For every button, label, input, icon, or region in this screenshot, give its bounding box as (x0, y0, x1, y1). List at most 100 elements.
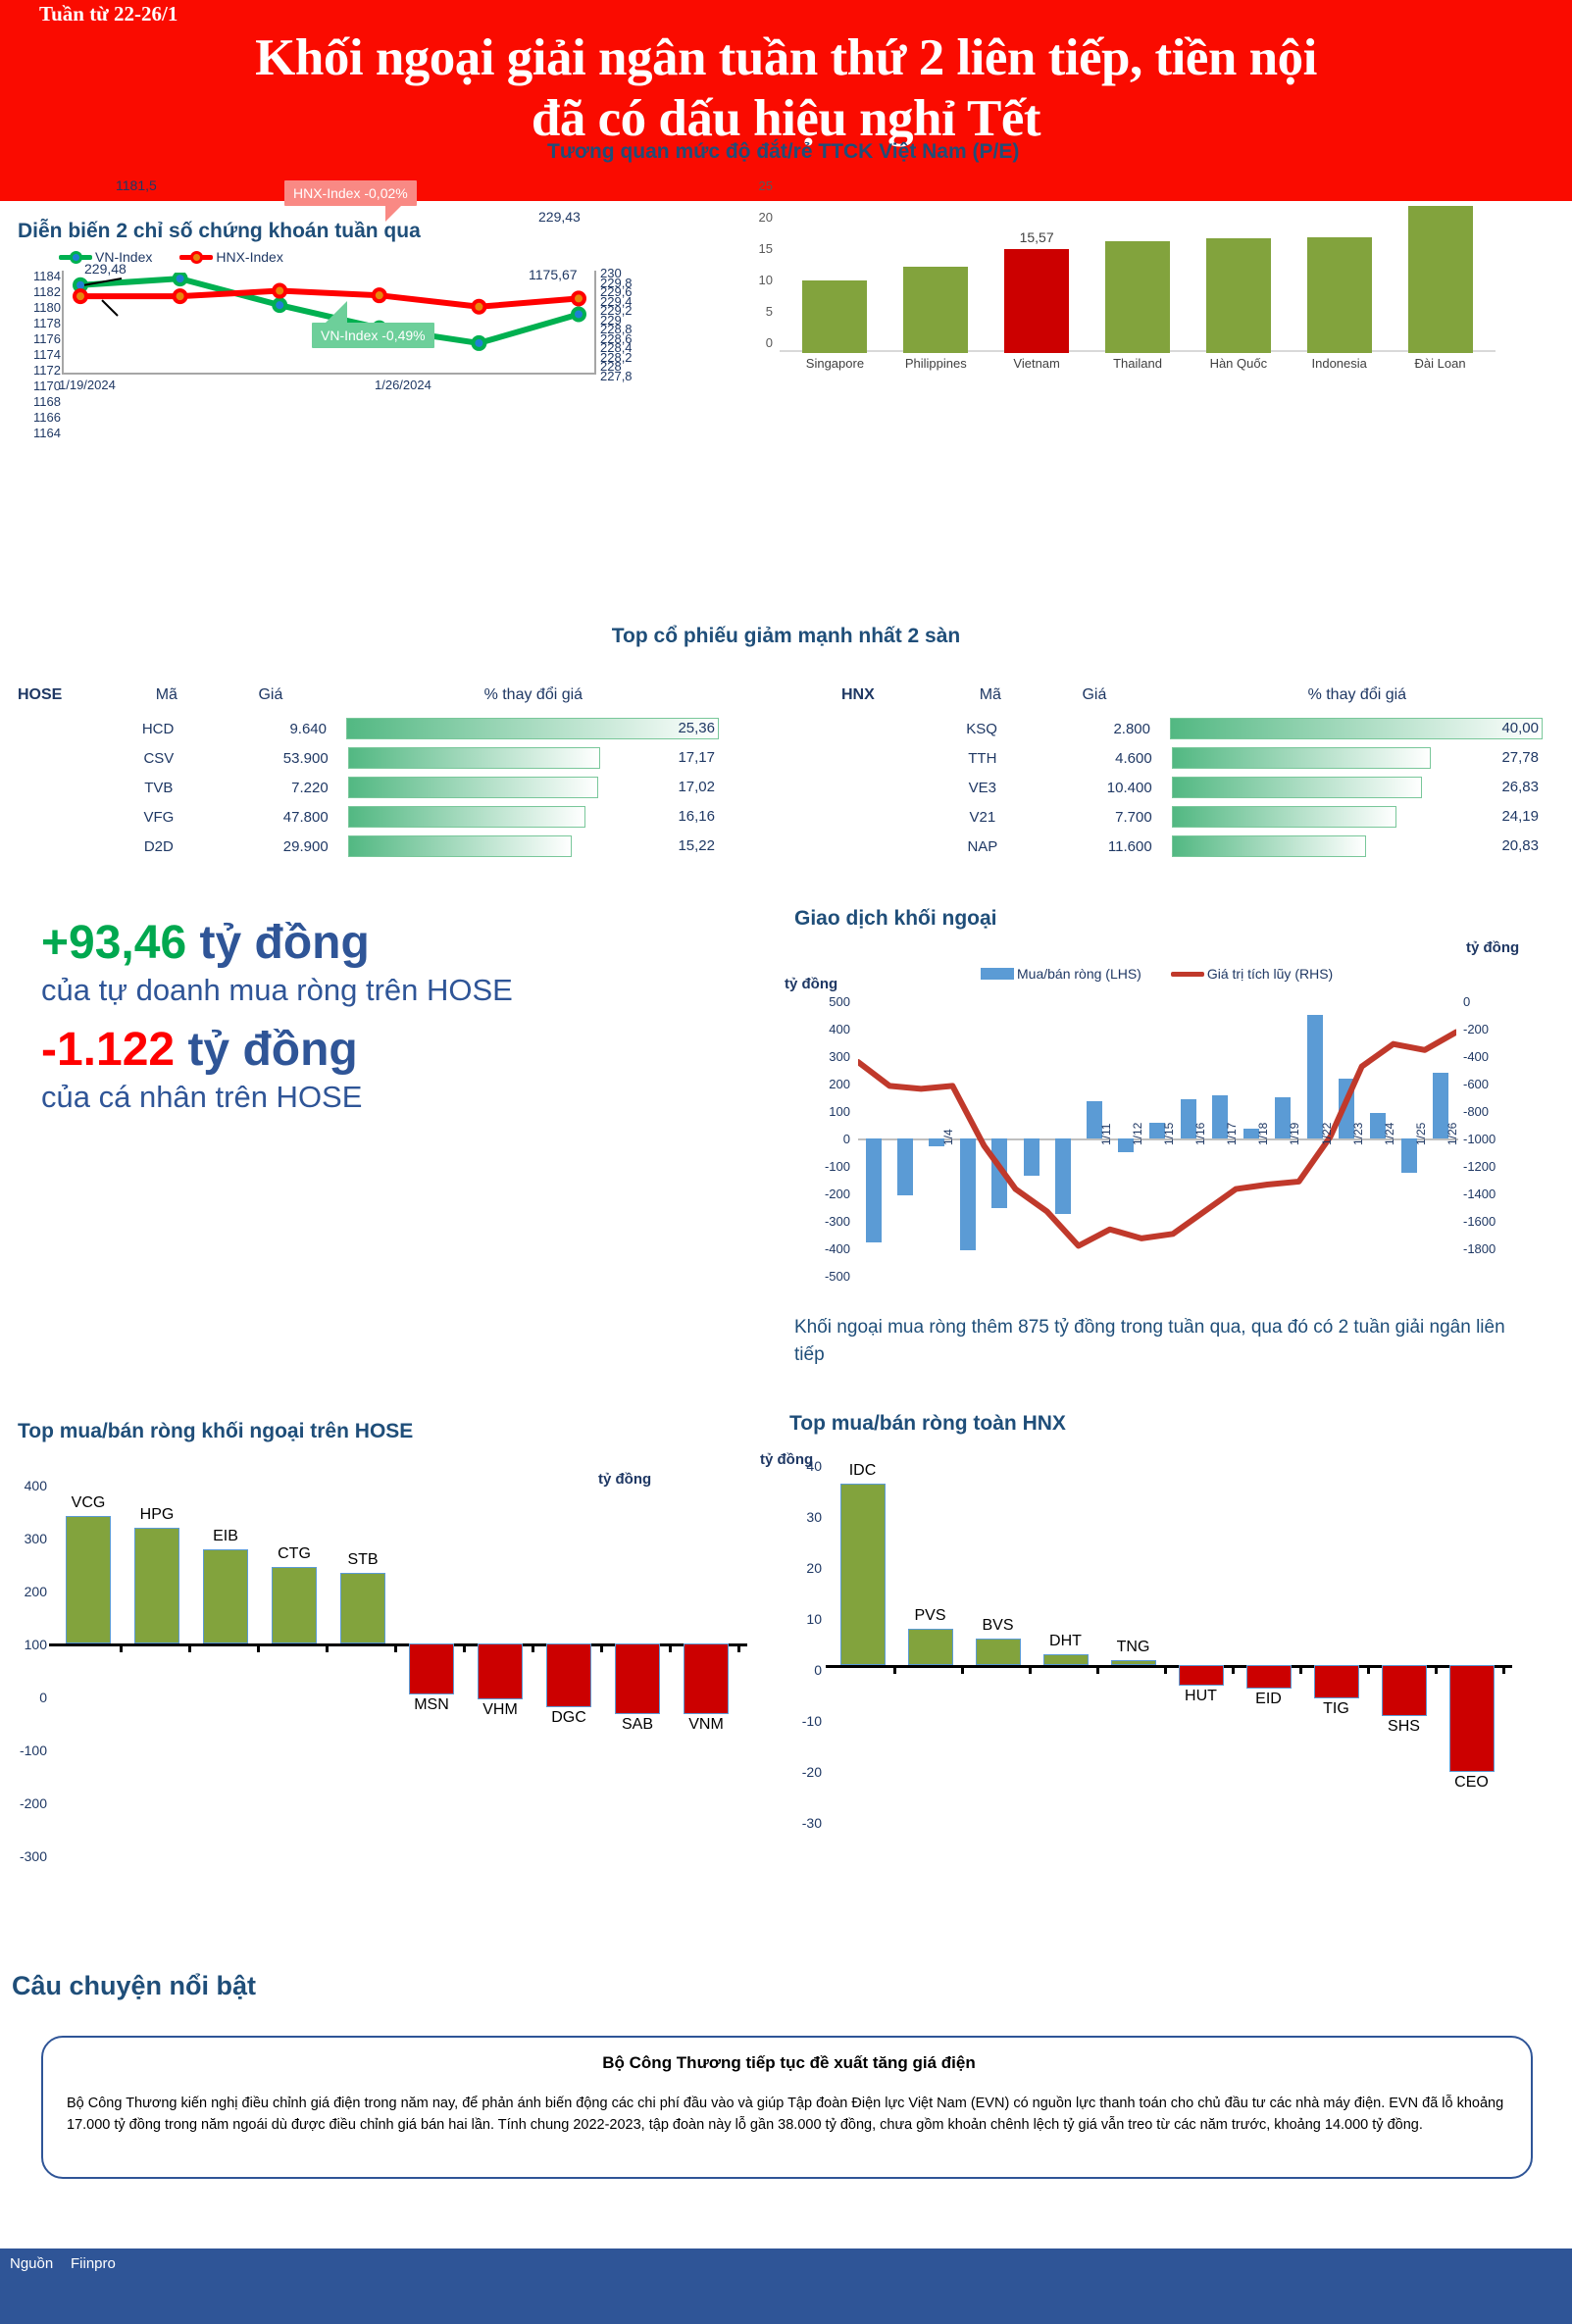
hose-net-xtick (326, 1643, 329, 1652)
line-chart-ytick-left: 1176 (33, 331, 61, 346)
pe-bar-column (886, 186, 987, 353)
foreign-chart-xtick: 1/23 (1350, 1122, 1365, 1145)
cell-price: 9.640 (289, 720, 327, 737)
cell-price: 53.900 (282, 749, 329, 767)
foreign-chart-title: Giao dịch khối ngoại (794, 907, 997, 930)
foreign-chart-ytick-right: -1600 (1463, 1214, 1496, 1229)
line-chart-ytick-left: 1184 (33, 269, 61, 283)
table-header-row: HOSE Mã Giá % thay đổi giá (18, 686, 719, 714)
cell-pct: 17,17 (678, 749, 715, 766)
hnx-net-bar (839, 1483, 886, 1665)
line-chart-ytick-right: 229,6 (600, 284, 633, 299)
story-headline: Bộ Công Thương tiếp tục đề xuất tăng giá… (602, 2053, 976, 2072)
header-banner: Tuần từ 22-26/1 Khối ngoại giải ngân tuầ… (0, 0, 1572, 201)
foreign-chart-ytick-right: -800 (1463, 1104, 1490, 1119)
table-row[interactable]: NAP 11.600 20,83 (841, 832, 1543, 861)
table-row[interactable]: V21 7.700 24,19 (841, 802, 1543, 832)
foreign-net-bar (1023, 1138, 1040, 1176)
foreign-net-bar (1086, 1101, 1102, 1138)
story-section-title: Câu chuyện nổi bật (12, 1971, 257, 2000)
table-row[interactable]: KSQ 2.800 40,00 (841, 714, 1543, 743)
foreign-chart-xtick: 1/12 (1130, 1122, 1144, 1145)
foreign-net-bar (1054, 1138, 1071, 1215)
footer-source-label: Nguồn (10, 2255, 54, 2272)
hnx-net-xtick (1502, 1665, 1505, 1674)
line-chart-ytick-right: 229,2 (600, 303, 633, 318)
line-chart-legend: VN-Index HNX-Index (59, 248, 283, 266)
foreign-chart-xtick: 1/26 (1445, 1122, 1459, 1145)
table-row[interactable]: D2D 29.900 15,22 (18, 832, 719, 861)
cell-bar: 27,78 (1171, 747, 1543, 769)
foreign-chart-xtick: 1/22 (1319, 1122, 1334, 1145)
hnx-net-bar (1245, 1665, 1292, 1689)
hose-net-bar (340, 1573, 385, 1643)
pe-bar-column (1390, 186, 1491, 353)
foreign-net-bar (1181, 1098, 1197, 1138)
line-chart-ytick-right: 228,6 (600, 330, 633, 346)
pe-category-label: Singapore (805, 356, 865, 371)
pe-bar-column (1188, 186, 1289, 353)
foreign-net-bar (1369, 1112, 1386, 1138)
hose-net-xtick (257, 1643, 260, 1652)
line-chart-ytick-right: 228,8 (600, 322, 633, 336)
bignum-sub-2: của cá nhân trên HOSE (41, 1079, 363, 1114)
cell-code: D2D (143, 837, 174, 855)
line-chart-ytick-right: 230 (600, 266, 622, 280)
hose-net-bar (272, 1567, 317, 1643)
hnx-net-xtick (1029, 1665, 1032, 1674)
foreign-net-bar (1432, 1072, 1448, 1138)
line-chart-ytick-left: 1166 (33, 410, 61, 425)
foreign-chart-xtick: 1/18 (1256, 1122, 1271, 1145)
hose-net-chart-unit: tỷ đồng (598, 1471, 652, 1488)
table-row[interactable]: TTH 4.600 27,78 (841, 743, 1543, 773)
table-row[interactable]: HCD 9.640 25,36 (18, 714, 719, 743)
foreign-chart-ytick-left: 300 (829, 1049, 850, 1064)
cell-bar: 17,02 (347, 777, 719, 798)
line-chart-ytick-right: 229,8 (600, 275, 633, 290)
line-chart-label-vn-first: 1181,5 (116, 177, 157, 193)
pct-bar (347, 806, 585, 828)
hnx-net-ytick: -10 (801, 1713, 822, 1729)
cell-pct: 16,16 (678, 808, 715, 825)
cell-bar: 17,17 (347, 747, 719, 769)
pe-category-label: Vietnam (1013, 356, 1060, 371)
pe-chart-ytick: 5 (765, 304, 773, 319)
foreign-chart-ytick-right: -600 (1463, 1077, 1490, 1091)
pe-bar-column: 15,57 (987, 186, 1088, 353)
hnx-net-ytick: -20 (801, 1764, 822, 1780)
cell-price: 47.800 (282, 808, 329, 826)
legend-line-icon (59, 250, 92, 264)
pe-bar (903, 267, 969, 353)
table-row[interactable]: VFG 47.800 16,16 (18, 802, 719, 832)
foreign-net-bar (1400, 1138, 1417, 1173)
foreign-chart-ytick-right: -1000 (1463, 1132, 1496, 1146)
pe-category-label: Hàn Quốc (1209, 356, 1268, 371)
line-chart-ytick-left: 1182 (33, 284, 61, 299)
hnx-net-bar-label: DHT (1049, 1633, 1082, 1650)
hnx-net-bar (1110, 1659, 1156, 1665)
foreign-chart-ytick-right: 0 (1463, 994, 1471, 1009)
line-chart-ytick-left: 1180 (33, 300, 61, 315)
table-row[interactable]: CSV 53.900 17,17 (18, 743, 719, 773)
pe-chart-y-axis: 25 20 15 10 5 0 (726, 179, 773, 368)
cell-bar: 24,19 (1171, 806, 1543, 828)
hnx-net-bar (975, 1638, 1021, 1665)
hose-net-xtick (532, 1643, 534, 1652)
page-title: Khối ngoại giải ngân tuần thứ 2 liên tiế… (0, 27, 1572, 149)
foreign-net-bar (897, 1138, 914, 1196)
pe-category-label: Indonesia (1311, 356, 1367, 371)
foreign-chart-y-axis-right: 0 -200 -400 -600 -800 -1000 -1200 -1400 -1600 -18… (1463, 995, 1534, 1270)
foreign-chart-ytick-left: 200 (829, 1077, 850, 1091)
bignum-unit-1: tỷ đồng (186, 917, 370, 969)
header-kicker: Tuần từ 22-26/1 (39, 2, 178, 25)
table-row[interactable]: TVB 7.220 17,02 (18, 773, 719, 802)
cell-price: 4.600 (1115, 749, 1152, 767)
hnx-net-bar (1313, 1665, 1359, 1698)
hose-net-bar-label: SAB (621, 1715, 653, 1733)
foreign-net-bar (1117, 1138, 1134, 1152)
legend-item-cumulative: Giá trị tích lũy (RHS) (1170, 966, 1333, 982)
line-chart-right-axis-line (594, 271, 596, 373)
page-title-line2: đã có dấu hiệu nghỉ Tết (531, 90, 1041, 147)
table-row[interactable]: VE3 10.400 26,83 (841, 773, 1543, 802)
hose-net-bar-label: CTG (278, 1545, 311, 1563)
